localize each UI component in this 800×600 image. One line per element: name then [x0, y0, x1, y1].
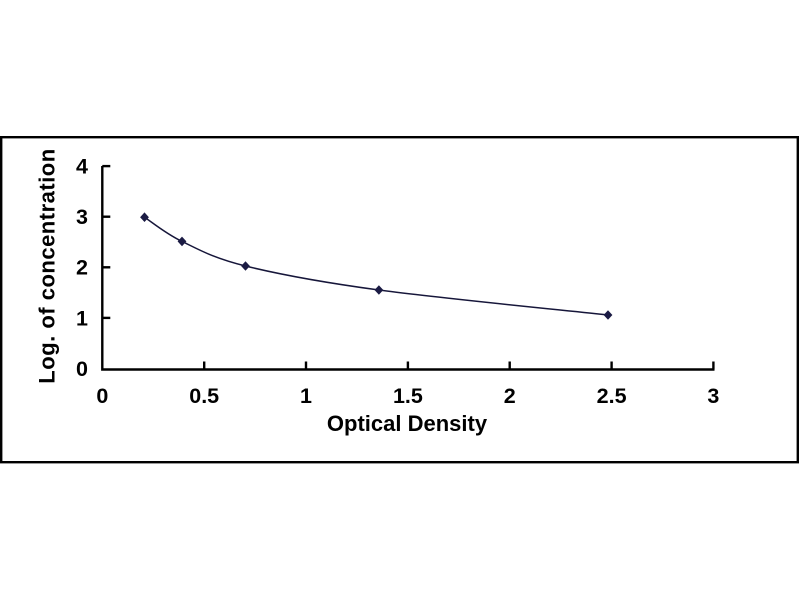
- svg-text:3: 3: [707, 384, 719, 408]
- svg-text:Log. of concentration: Log. of concentration: [35, 148, 60, 383]
- svg-text:4: 4: [76, 155, 88, 179]
- svg-text:2: 2: [76, 256, 88, 280]
- svg-text:0: 0: [96, 384, 108, 408]
- svg-text:3: 3: [76, 205, 88, 229]
- svg-text:1: 1: [76, 306, 88, 330]
- svg-text:1.5: 1.5: [393, 384, 423, 408]
- svg-text:2.5: 2.5: [597, 384, 627, 408]
- svg-text:Optical Density: Optical Density: [327, 411, 488, 436]
- svg-text:1: 1: [300, 384, 312, 408]
- svg-text:0.5: 0.5: [189, 384, 219, 408]
- svg-text:2: 2: [504, 384, 516, 408]
- svg-text:0: 0: [76, 357, 88, 381]
